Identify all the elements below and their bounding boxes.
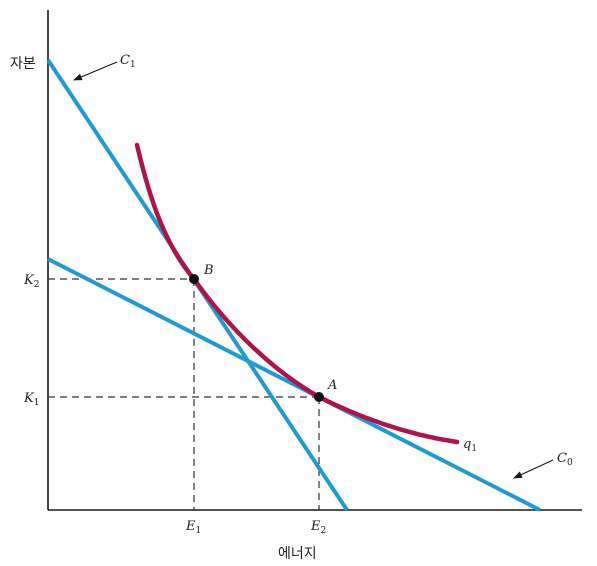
point-a bbox=[314, 392, 324, 402]
point-a-label: A bbox=[327, 378, 337, 393]
curve-label-c1: C1 bbox=[120, 53, 136, 70]
y-tick-k1: K1 bbox=[23, 391, 39, 408]
point-b bbox=[189, 274, 199, 284]
x-tick-e2: E2 bbox=[310, 519, 326, 536]
point-b-label: B bbox=[203, 263, 214, 278]
y-tick-k2: K2 bbox=[23, 273, 39, 290]
y-axis-label: 자본 bbox=[10, 56, 36, 72]
x-tick-e1: E1 bbox=[185, 519, 201, 536]
isoquant-curve-q1 bbox=[134, 142, 460, 445]
x-axis-label: 에너지 bbox=[278, 546, 317, 562]
curve-label-q1: q1 bbox=[463, 437, 477, 454]
arrow-c1 bbox=[73, 61, 118, 81]
arrow-c0 bbox=[513, 459, 554, 479]
isocost-line-c0 bbox=[47, 257, 541, 512]
curve-label-c0: C0 bbox=[557, 451, 573, 468]
